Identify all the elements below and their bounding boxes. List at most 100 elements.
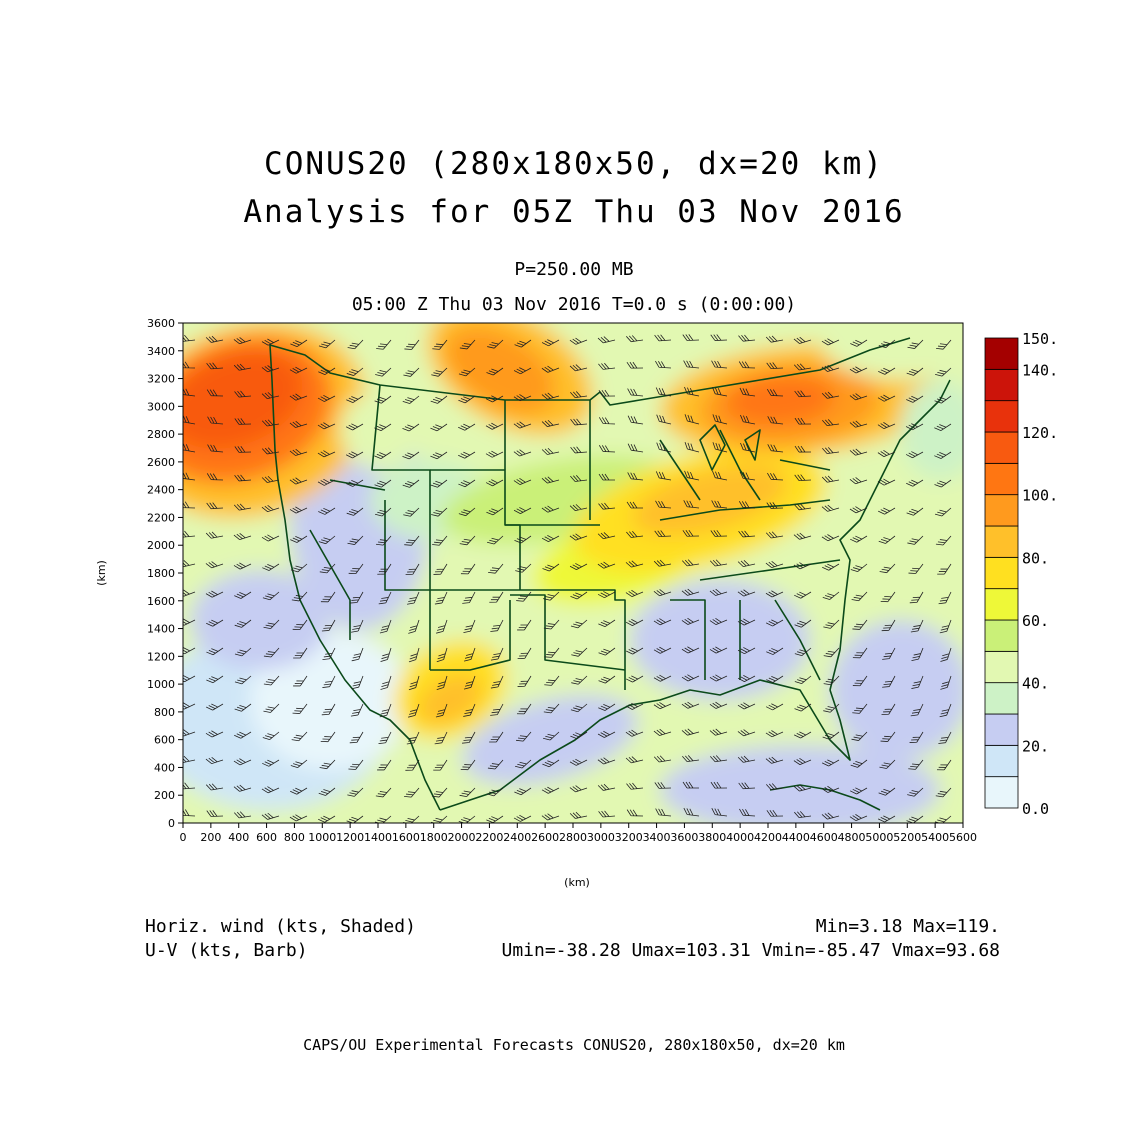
wind-barb	[626, 531, 644, 538]
wind-barb	[431, 787, 448, 798]
barb-stroke	[206, 502, 224, 510]
barb-stroke	[849, 420, 868, 428]
wind-barb	[877, 394, 896, 402]
barb-stroke	[345, 451, 364, 459]
wind-barb	[794, 619, 812, 628]
y-tick-label: 3000	[147, 400, 175, 413]
wind-barb	[909, 731, 924, 743]
colorbar-label: 20.	[1022, 737, 1049, 755]
barb-stroke	[625, 560, 644, 568]
wind-barb	[627, 443, 644, 453]
barb-stroke	[318, 815, 336, 823]
wind-barb	[289, 477, 308, 485]
wind-barb	[793, 503, 812, 511]
wind-barb	[654, 530, 672, 538]
wind-barb	[711, 808, 728, 817]
barb-stroke	[514, 339, 532, 348]
wind-barb	[569, 785, 588, 793]
wind-barb	[794, 445, 812, 453]
wind-barb	[349, 591, 364, 604]
barb-stroke	[655, 360, 672, 369]
wind-barb	[485, 422, 504, 430]
wind-barb	[234, 446, 252, 453]
wind-barb	[597, 561, 616, 569]
wind-barb	[682, 781, 700, 789]
wind-barb	[486, 815, 504, 823]
barb-stroke	[878, 367, 896, 375]
wind-barb	[183, 647, 196, 655]
wind-barb	[793, 757, 812, 766]
barb-stroke	[794, 811, 812, 818]
jet-region	[630, 580, 810, 700]
barb-stroke	[793, 532, 812, 540]
wind-barb	[878, 507, 896, 515]
wind-barb	[261, 338, 280, 346]
border-line	[670, 599, 706, 680]
wind-barb	[432, 535, 448, 546]
barb-stroke	[653, 755, 672, 763]
wind-barb	[765, 756, 784, 764]
wind-barb	[766, 809, 784, 817]
field-description: Horiz. wind (kts, Shaded)	[145, 916, 416, 937]
wind-barb	[934, 423, 952, 431]
wind-barb	[183, 530, 196, 538]
wind-barb	[794, 591, 812, 599]
barb-stroke	[408, 619, 420, 634]
barb-stroke	[290, 563, 308, 573]
barb-stroke	[375, 507, 392, 517]
wind-barb	[709, 701, 728, 709]
wind-barb	[541, 476, 560, 484]
wind-barb	[544, 647, 560, 658]
barb-stroke	[183, 729, 196, 737]
barb-stroke	[407, 591, 420, 605]
barb-stroke	[597, 730, 616, 738]
barb-stroke	[432, 535, 448, 546]
wind-barb	[375, 787, 392, 798]
wind-barb	[793, 532, 812, 540]
wind-barb	[681, 559, 700, 567]
x-tick-label: 2800	[559, 831, 587, 844]
jet-region	[725, 374, 835, 426]
barb-stroke	[541, 786, 560, 794]
wind-barb	[653, 674, 672, 682]
barb-stroke	[458, 479, 476, 488]
barb-stroke	[625, 756, 644, 764]
barb-stroke	[849, 814, 868, 822]
wind-barb	[794, 647, 812, 657]
x-tick-label: 2400	[503, 831, 531, 844]
barb-stroke	[543, 731, 560, 741]
barb-stroke	[408, 647, 420, 663]
barb-stroke	[766, 502, 784, 509]
wind-barb	[598, 502, 616, 510]
barb-stroke	[794, 417, 812, 425]
barb-stroke	[627, 443, 644, 453]
wind-barb	[289, 814, 308, 822]
barb-stroke	[597, 591, 616, 599]
wind-barb	[598, 619, 616, 628]
barb-stroke	[655, 471, 672, 481]
y-axis-label: (km)	[95, 560, 108, 586]
wind-barb	[877, 478, 896, 486]
barb-stroke	[430, 395, 448, 404]
wind-barb	[183, 618, 196, 626]
barb-stroke	[262, 563, 280, 571]
barb-stroke	[485, 422, 504, 430]
wind-barb	[939, 619, 952, 634]
wind-barb	[653, 589, 672, 597]
barb-stroke	[233, 503, 252, 511]
barb-stroke	[205, 783, 224, 791]
barb-stroke	[765, 531, 784, 539]
wind-barb	[430, 815, 448, 823]
barb-stroke	[765, 335, 784, 343]
barb-stroke	[320, 731, 336, 743]
barb-stroke	[654, 530, 672, 538]
wind-barb	[878, 367, 896, 375]
wind-barb	[462, 731, 476, 744]
barb-stroke	[183, 471, 196, 481]
wind-barb	[346, 479, 364, 487]
wind-barb	[738, 361, 756, 369]
barb-stroke	[263, 619, 280, 629]
wind-barb	[737, 729, 756, 737]
barb-description: U-V (kts, Barb)	[145, 940, 308, 961]
wind-barb	[570, 475, 588, 482]
